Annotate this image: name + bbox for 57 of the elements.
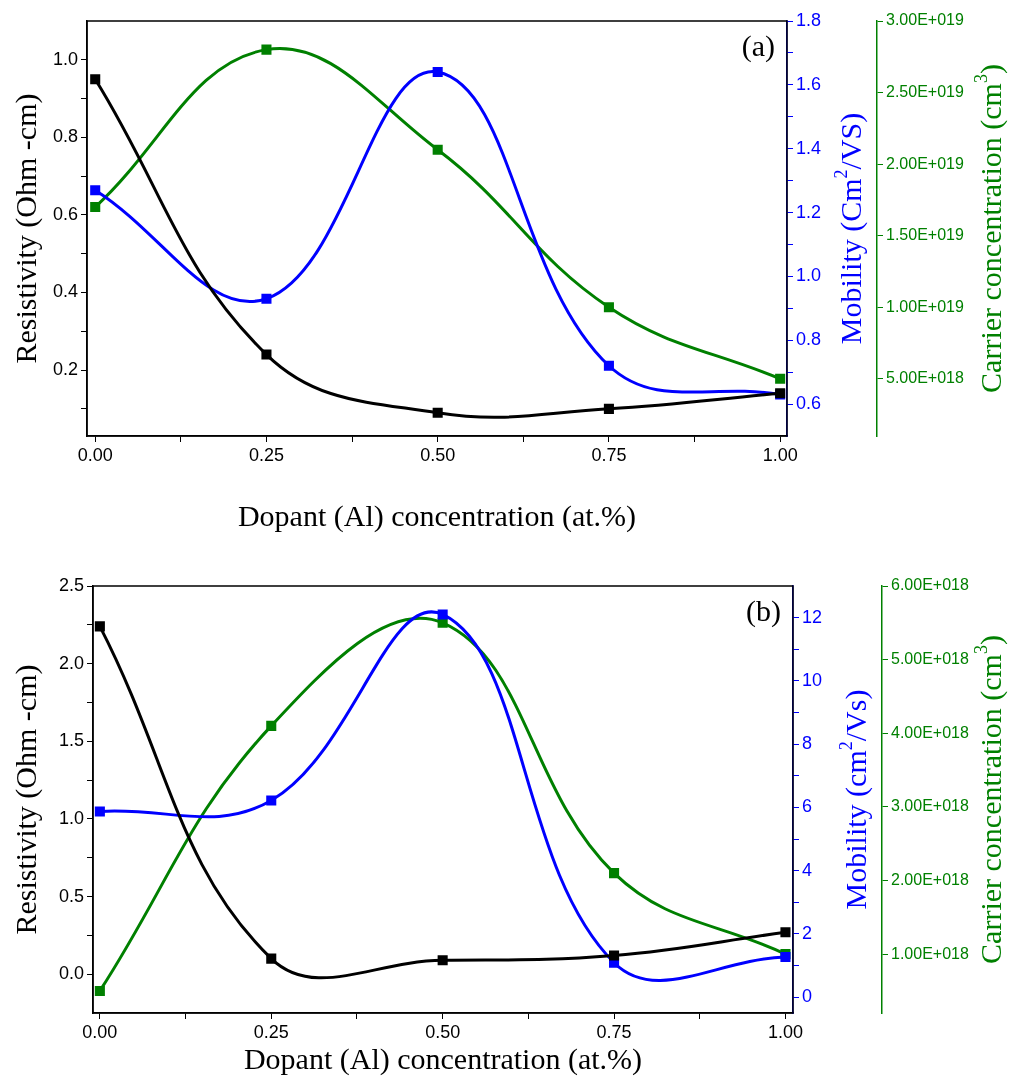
x-tick-label: 0.50	[425, 1021, 461, 1042]
y3-tick-label: 1.00E+019	[886, 297, 964, 315]
y3-tick-label: 5.00E+018	[886, 369, 964, 387]
y2-axis-title: Mobility (Cm2/VS)	[831, 112, 868, 345]
annotation: (a)	[741, 28, 775, 63]
x-tick-label: 0.00	[82, 1021, 118, 1042]
y-tick-label: 0.2	[52, 359, 78, 380]
y3-tick-label: 6.00E+018	[891, 576, 969, 594]
y2-axis-title: Mobility (cm2/Vs)	[836, 689, 873, 910]
y3-axis-title: Carrier concentration (cm3)	[971, 635, 1008, 964]
y-tick-label: 1.0	[58, 807, 84, 828]
y-tick-label: 0.8	[52, 126, 78, 147]
y2-tick-label: 8	[802, 733, 813, 754]
y2-tick-label: 10	[802, 669, 823, 690]
x-tick-label: 0.00	[77, 444, 113, 465]
y-tick-label: 0.4	[52, 281, 78, 302]
y3-tick-label: 3.00E+018	[891, 797, 969, 815]
y3-tick-label: 5.00E+018	[891, 650, 969, 668]
y-tick-label: 0.6	[52, 203, 78, 224]
y-tick-label: 1.0	[52, 48, 78, 69]
y3-tick-label: 2.00E+018	[891, 870, 969, 888]
y3-tick-label: 3.00E+019	[886, 11, 964, 29]
y2-tick-label: 0.6	[796, 393, 822, 414]
x-axis-title: Dopant (Al) concentration (at.%)	[237, 498, 637, 533]
y-axis-title: Resistivity (Ohm -cm)	[8, 664, 43, 935]
x-tick-label: 1.00	[767, 1021, 803, 1042]
annotation: (b)	[746, 593, 781, 628]
y-tick-label: 0.0	[58, 963, 84, 984]
x-tick-label: 0.75	[596, 1021, 632, 1042]
y2-tick-label: 1.0	[796, 265, 822, 286]
y3-tick-label: 1.50E+019	[886, 226, 964, 244]
y2-tick-label: 0.8	[796, 329, 822, 350]
y-tick-label: 1.5	[58, 730, 84, 751]
y2-tick-label: 1.2	[796, 201, 822, 222]
x-tick-label: 0.25	[253, 1021, 289, 1042]
y-tick-label: 0.5	[58, 885, 84, 906]
x-tick-label: 0.50	[420, 444, 456, 465]
y2-tick-label: 6	[802, 796, 813, 817]
y-tick-label: 2.5	[58, 574, 84, 595]
y2-tick-label: 0	[802, 986, 813, 1007]
y2-tick-label: 1.6	[796, 73, 822, 94]
x-tick-label: 1.00	[762, 444, 798, 465]
y2-tick-label: 4	[802, 859, 813, 880]
x-tick-label: 0.25	[248, 444, 284, 465]
y-tick-label: 2.0	[58, 652, 84, 673]
y3-tick-label: 1.00E+018	[891, 944, 969, 962]
y3-tick-label: 2.50E+019	[886, 82, 964, 100]
y3-tick-label: 4.00E+018	[891, 723, 969, 741]
y3-axis-title: Carrier concentration (cm3)	[971, 64, 1008, 393]
y2-tick-label: 1.8	[796, 9, 822, 30]
y2-tick-label: 2	[802, 922, 813, 943]
x-axis-title: Dopant (Al) concentration (at.%)	[243, 1041, 643, 1076]
x-tick-label: 0.75	[591, 444, 627, 465]
y-axis-title: Resistivity (Ohm -cm)	[8, 93, 43, 364]
y3-tick-label: 2.00E+019	[886, 154, 964, 172]
y2-tick-label: 1.4	[796, 137, 822, 158]
y2-tick-label: 12	[802, 606, 823, 627]
